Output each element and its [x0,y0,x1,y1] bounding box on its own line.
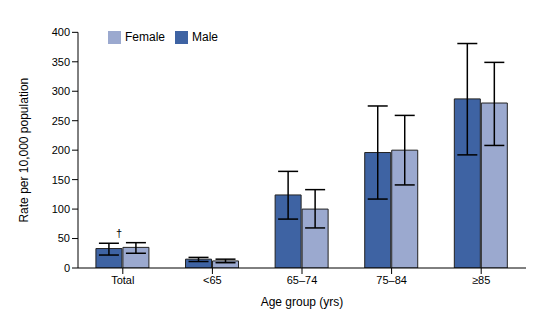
svg-text:300: 300 [52,85,70,97]
svg-text:350: 350 [52,56,70,68]
svg-text:250: 250 [52,115,70,127]
svg-text:50: 50 [58,232,70,244]
svg-text:150: 150 [52,174,70,186]
svg-text:†: † [116,227,122,239]
svg-text:75–84: 75–84 [376,274,407,286]
html-text:Female: Female [125,30,165,44]
svg-text:100: 100 [52,203,70,215]
svg-text:200: 200 [52,144,70,156]
svg-text:<65: <65 [203,274,222,286]
svg-text:Rate per 10,000 population: Rate per 10,000 population [17,78,31,223]
svg-text:400: 400 [52,26,70,38]
svg-text:0: 0 [64,262,70,274]
svg-text:65–74: 65–74 [287,274,318,286]
html-text:Male: Male [192,30,218,44]
svg-text:≥85: ≥85 [472,274,490,286]
svg-text:Age group (yrs): Age group (yrs) [261,295,344,309]
svg-text:Total: Total [111,274,134,286]
